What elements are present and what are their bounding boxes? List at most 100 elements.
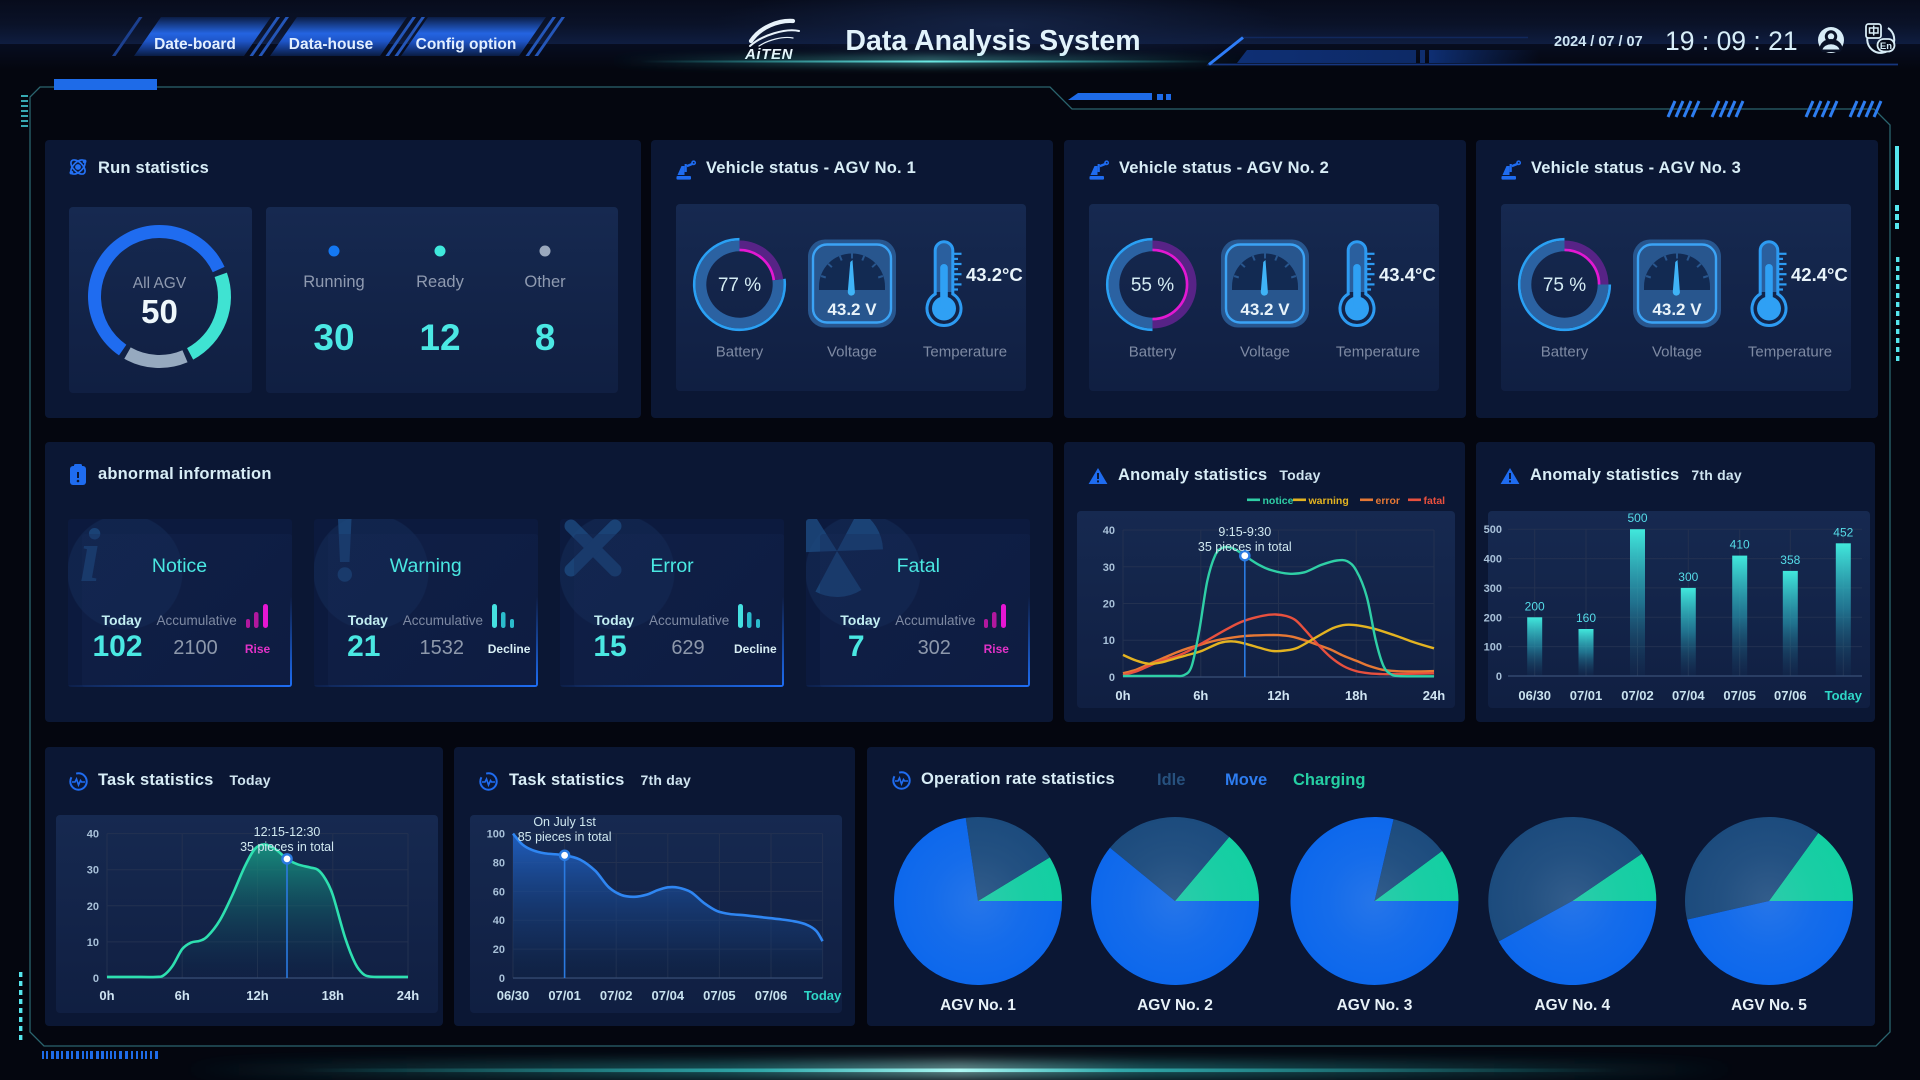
svg-text:24h: 24h bbox=[397, 988, 419, 1003]
svg-text:100: 100 bbox=[1484, 642, 1502, 654]
svg-text:All AGV: All AGV bbox=[133, 275, 187, 292]
svg-text:80: 80 bbox=[493, 858, 505, 870]
svg-text:100: 100 bbox=[487, 829, 505, 841]
svg-text:6h: 6h bbox=[175, 988, 190, 1003]
svg-text:10: 10 bbox=[1103, 635, 1115, 647]
svg-text:Battery: Battery bbox=[1129, 344, 1177, 361]
svg-text:500: 500 bbox=[1484, 524, 1502, 536]
svg-text:Ready: Ready bbox=[416, 273, 464, 291]
svg-text:0: 0 bbox=[1496, 671, 1502, 683]
svg-text:Voltage: Voltage bbox=[1652, 344, 1702, 361]
svg-text:43.2 V: 43.2 V bbox=[1652, 300, 1702, 319]
svg-text:Data-house: Data-house bbox=[289, 36, 374, 53]
svg-text:9:15-9:30: 9:15-9:30 bbox=[1218, 525, 1271, 539]
svg-text:07/06: 07/06 bbox=[755, 988, 788, 1003]
svg-text:AGV No. 1: AGV No. 1 bbox=[940, 997, 1016, 1014]
svg-text:18h: 18h bbox=[322, 988, 344, 1003]
svg-text:Temperature: Temperature bbox=[1336, 344, 1420, 361]
svg-text:AGV No. 5: AGV No. 5 bbox=[1731, 997, 1807, 1014]
svg-text:07/05: 07/05 bbox=[703, 988, 736, 1003]
svg-text:0: 0 bbox=[499, 973, 505, 985]
svg-text:06/30: 06/30 bbox=[1518, 688, 1551, 703]
svg-text:AGV No. 3: AGV No. 3 bbox=[1337, 997, 1413, 1014]
svg-text:07/01: 07/01 bbox=[1570, 688, 1603, 703]
svg-text:07/06: 07/06 bbox=[1774, 688, 1807, 703]
svg-text:Other: Other bbox=[524, 273, 566, 291]
svg-text:0h: 0h bbox=[99, 988, 114, 1003]
svg-text:75 %: 75 % bbox=[1543, 275, 1586, 296]
svg-text:19 : 09 : 21: 19 : 09 : 21 bbox=[1665, 26, 1798, 56]
svg-text:Battery: Battery bbox=[716, 344, 764, 361]
svg-text:300: 300 bbox=[1678, 570, 1698, 584]
svg-text:Temperature: Temperature bbox=[1748, 344, 1832, 361]
svg-text:20: 20 bbox=[493, 944, 505, 956]
svg-text:0: 0 bbox=[93, 973, 99, 985]
svg-text:error: error bbox=[1376, 495, 1401, 507]
svg-text:07/01: 07/01 bbox=[548, 988, 581, 1003]
svg-text:12: 12 bbox=[419, 317, 460, 358]
svg-text:07/04: 07/04 bbox=[652, 988, 685, 1003]
svg-text:2024 / 07 / 07: 2024 / 07 / 07 bbox=[1554, 34, 1643, 50]
svg-text:On July 1st: On July 1st bbox=[533, 815, 596, 829]
svg-text:40: 40 bbox=[1103, 525, 1115, 537]
svg-text:07/02: 07/02 bbox=[1621, 688, 1654, 703]
svg-text:30: 30 bbox=[87, 865, 99, 877]
svg-text:35 pieces in total: 35 pieces in total bbox=[1198, 540, 1292, 554]
svg-text:20: 20 bbox=[1103, 599, 1115, 611]
svg-text:Battery: Battery bbox=[1541, 344, 1589, 361]
svg-text:452: 452 bbox=[1833, 525, 1853, 539]
svg-text:6h: 6h bbox=[1193, 688, 1208, 703]
svg-text:200: 200 bbox=[1484, 612, 1502, 624]
svg-text:20: 20 bbox=[87, 901, 99, 913]
svg-text:30: 30 bbox=[1103, 562, 1115, 574]
svg-text:fatal: fatal bbox=[1424, 495, 1446, 507]
svg-text:warning: warning bbox=[1308, 495, 1349, 507]
svg-text:10: 10 bbox=[87, 937, 99, 949]
svg-text:Voltage: Voltage bbox=[827, 344, 877, 361]
svg-text:160: 160 bbox=[1576, 611, 1596, 625]
svg-text:0h: 0h bbox=[1115, 688, 1130, 703]
svg-text:300: 300 bbox=[1484, 583, 1502, 595]
svg-text:35 pieces in total: 35 pieces in total bbox=[240, 840, 334, 854]
svg-text:Running: Running bbox=[303, 273, 364, 291]
svg-text:07/02: 07/02 bbox=[600, 988, 633, 1003]
svg-text:0: 0 bbox=[1109, 672, 1115, 684]
svg-text:50: 50 bbox=[141, 293, 178, 330]
svg-text:18h: 18h bbox=[1345, 688, 1367, 703]
svg-text:30: 30 bbox=[313, 317, 354, 358]
svg-text:12h: 12h bbox=[1267, 688, 1289, 703]
svg-text:43.2 V: 43.2 V bbox=[827, 300, 877, 319]
svg-text:Temperature: Temperature bbox=[923, 344, 1007, 361]
svg-text:200: 200 bbox=[1525, 599, 1545, 613]
svg-text:12:15-12:30: 12:15-12:30 bbox=[254, 825, 321, 839]
svg-text:En: En bbox=[1880, 41, 1892, 52]
svg-text:Today: Today bbox=[804, 988, 842, 1003]
svg-text:43.4°C: 43.4°C bbox=[1379, 264, 1436, 285]
svg-text:06/30: 06/30 bbox=[497, 988, 530, 1003]
svg-text:Today: Today bbox=[1825, 688, 1863, 703]
svg-text:42.4°C: 42.4°C bbox=[1791, 264, 1848, 285]
svg-text:AGV No. 2: AGV No. 2 bbox=[1137, 997, 1213, 1014]
svg-text:55 %: 55 % bbox=[1131, 275, 1174, 296]
svg-text:8: 8 bbox=[535, 317, 556, 358]
svg-text:43.2°C: 43.2°C bbox=[966, 264, 1023, 285]
svg-text:24h: 24h bbox=[1423, 688, 1445, 703]
svg-text:Voltage: Voltage bbox=[1240, 344, 1290, 361]
svg-text:410: 410 bbox=[1730, 538, 1750, 552]
svg-text:07/05: 07/05 bbox=[1723, 688, 1756, 703]
svg-text:358: 358 bbox=[1780, 553, 1800, 567]
svg-text:notice: notice bbox=[1263, 495, 1294, 507]
svg-text:Config option: Config option bbox=[416, 36, 517, 53]
svg-text:40: 40 bbox=[87, 829, 99, 841]
svg-text:77 %: 77 % bbox=[718, 275, 761, 296]
svg-text:07/04: 07/04 bbox=[1672, 688, 1705, 703]
svg-text:500: 500 bbox=[1627, 511, 1647, 525]
svg-text:Date-board: Date-board bbox=[154, 36, 236, 53]
svg-text:40: 40 bbox=[493, 915, 505, 927]
svg-text:400: 400 bbox=[1484, 554, 1502, 566]
svg-text:12h: 12h bbox=[246, 988, 268, 1003]
svg-text:60: 60 bbox=[493, 886, 505, 898]
svg-text:43.2 V: 43.2 V bbox=[1240, 300, 1290, 319]
svg-text:AGV No. 4: AGV No. 4 bbox=[1534, 997, 1610, 1014]
svg-text:Data Analysis System: Data Analysis System bbox=[845, 25, 1140, 57]
